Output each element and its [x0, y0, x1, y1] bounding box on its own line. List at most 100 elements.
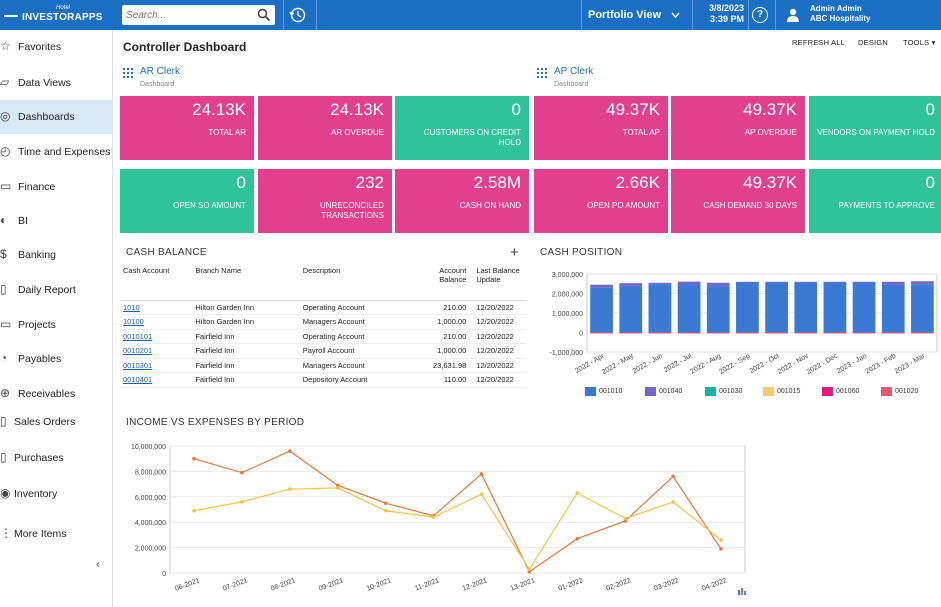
- legend-item[interactable]: 001060: [822, 387, 859, 396]
- bar-001010[interactable]: [619, 286, 643, 333]
- bar-001010[interactable]: [823, 282, 847, 333]
- design-button[interactable]: DESIGN: [858, 38, 888, 47]
- data-point[interactable]: [288, 449, 292, 453]
- data-point[interactable]: [240, 470, 244, 475]
- help-icon[interactable]: ?: [752, 7, 768, 23]
- cash-account-link[interactable]: 0010301: [121, 358, 194, 373]
- legend-item[interactable]: 001010: [585, 387, 622, 396]
- data-point[interactable]: [671, 474, 675, 479]
- data-point[interactable]: [192, 508, 196, 513]
- column-header[interactable]: Account Balance: [414, 264, 475, 301]
- bar-001020[interactable]: [765, 332, 788, 334]
- table-row[interactable]: 10100 Hilton Garden Inn Managers Account 1,…: [121, 314, 526, 330]
- bar-001040[interactable]: [794, 281, 818, 283]
- sidebar-item-finance[interactable]: ▭ Finance: [0, 170, 112, 204]
- sidebar-item-dashboards[interactable]: ◎ Dashboards: [0, 100, 112, 134]
- sidebar-item-payables[interactable]: ◔ Payables: [0, 342, 112, 376]
- export-chart-icon[interactable]: [738, 586, 747, 595]
- column-header[interactable]: Last Balance Update: [474, 264, 526, 301]
- sidebar-item-favorites[interactable]: ☆ Favorites: [0, 30, 112, 64]
- bar-001020[interactable]: [677, 332, 701, 334]
- bar-001040[interactable]: [765, 281, 788, 283]
- kpi-tile-unreconciled-transactions[interactable]: 232 UNRECONCILED TRANSACTIONS: [258, 169, 392, 233]
- column-header[interactable]: Cash Account: [121, 264, 194, 301]
- bar-001010[interactable]: [911, 284, 934, 333]
- collapse-sidebar-icon[interactable]: ‹: [96, 557, 100, 571]
- data-point[interactable]: [575, 491, 580, 495]
- bar-001010[interactable]: [590, 287, 613, 333]
- data-point[interactable]: [192, 456, 196, 461]
- data-point[interactable]: [623, 516, 627, 521]
- data-point[interactable]: [335, 486, 340, 490]
- data-point[interactable]: [671, 500, 675, 504]
- search-icon[interactable]: [257, 8, 271, 22]
- column-header[interactable]: Branch Name: [193, 264, 301, 301]
- bar-001010[interactable]: [765, 282, 788, 333]
- search-input[interactable]: [122, 6, 252, 24]
- ap-clerk-header[interactable]: AP Clerk Dashboard: [537, 66, 737, 90]
- sidebar-item-time-and-expenses[interactable]: ◴ Time and Expenses: [0, 135, 112, 169]
- series-line-0[interactable]: [193, 450, 722, 573]
- data-point[interactable]: [383, 508, 388, 513]
- bar-001010[interactable]: [648, 284, 672, 333]
- data-point[interactable]: [623, 519, 627, 523]
- bar-001040[interactable]: [736, 281, 759, 283]
- kpi-tile-customers-on-credit-hold[interactable]: 0 CUSTOMERS ON CREDIT HOLD: [395, 96, 529, 160]
- cash-account-link[interactable]: 0010101: [121, 329, 194, 344]
- bar-001020[interactable]: [881, 332, 905, 334]
- bar-001010[interactable]: [706, 286, 730, 333]
- bar-001040[interactable]: [677, 281, 701, 285]
- table-row[interactable]: 1010 Hilton Garden Inn Operating Account 21…: [121, 300, 526, 315]
- cash-account-link[interactable]: 1010: [121, 300, 194, 315]
- bar-001020[interactable]: [590, 332, 613, 334]
- sidebar-item-data-views[interactable]: ▱ Data Views: [0, 66, 112, 100]
- sidebar-item-banking[interactable]: $ Banking: [0, 238, 112, 272]
- refresh-all-button[interactable]: REFRESH ALL: [792, 38, 846, 47]
- kpi-tile-total-ar[interactable]: 24.13K TOTAL AR: [120, 96, 254, 160]
- data-point[interactable]: [479, 472, 484, 476]
- bar-001040[interactable]: [706, 282, 730, 287]
- bar-001020[interactable]: [706, 332, 730, 334]
- legend-item[interactable]: 001020: [881, 387, 918, 396]
- user-menu[interactable]: Admin Admin ABC Hospitality: [786, 4, 936, 26]
- portfolio-view-dropdown[interactable]: Portfolio View: [588, 0, 688, 30]
- bar-001040[interactable]: [648, 282, 672, 285]
- data-point[interactable]: [431, 515, 436, 519]
- kpi-tile-ar-overdue[interactable]: 24.13K AR OVERDUE: [258, 96, 392, 160]
- cash-account-link[interactable]: 10100: [121, 314, 194, 330]
- bar-001040[interactable]: [881, 281, 905, 285]
- data-point[interactable]: [383, 501, 388, 505]
- bar-001010[interactable]: [852, 282, 876, 333]
- sidebar-item-daily-report[interactable]: ▯ Daily Report: [0, 273, 112, 307]
- data-point[interactable]: [479, 492, 484, 497]
- column-header[interactable]: Description: [300, 264, 415, 301]
- bar-001020[interactable]: [794, 332, 818, 334]
- sidebar-item-bi[interactable]: ◐ BI: [0, 204, 112, 238]
- legend-item[interactable]: 001030: [705, 387, 742, 396]
- kpi-tile-cash-on-hand[interactable]: 2.58M CASH ON HAND: [395, 169, 529, 233]
- bar-001020[interactable]: [736, 332, 759, 334]
- bar-001010[interactable]: [881, 284, 905, 333]
- bar-001010[interactable]: [677, 284, 701, 333]
- table-row[interactable]: 0010201 Fairfield Inn Payroll Account 1,000…: [121, 343, 526, 359]
- kpi-tile-payments-to-approve[interactable]: 0 PAYMENTS TO APPROVE: [809, 169, 941, 233]
- series-line-1[interactable]: [193, 487, 722, 571]
- legend-item[interactable]: 001015: [763, 387, 800, 396]
- bar-001040[interactable]: [590, 284, 613, 288]
- sidebar-item-inventory[interactable]: ◉ Inventory: [0, 477, 112, 511]
- ar-clerk-header[interactable]: AR Clerk Dashboard: [123, 66, 323, 90]
- data-point[interactable]: [335, 483, 340, 488]
- kpi-tile-vendors-on-payment-hold[interactable]: 0 VENDORS ON PAYMENT HOLD: [809, 96, 941, 160]
- kpi-tile-open-so-amount[interactable]: 0 OPEN SO AMOUNT: [120, 169, 254, 233]
- table-row[interactable]: 0010101 Fairfield Inn Operating Account 210…: [121, 329, 526, 344]
- data-point[interactable]: [288, 487, 292, 491]
- sidebar-item-receivables[interactable]: ⊕ Receivables: [0, 377, 112, 411]
- ap-clerk-title[interactable]: AP Clerk: [554, 66, 594, 77]
- kpi-tile-total-ap[interactable]: 49.37K TOTAL AP: [534, 96, 668, 160]
- bar-001040[interactable]: [823, 281, 847, 283]
- bar-001010[interactable]: [794, 282, 818, 333]
- cash-account-link[interactable]: 0010201: [121, 343, 194, 359]
- bar-001040[interactable]: [619, 283, 643, 287]
- kpi-tile-cash-demand-30-days[interactable]: 49.37K CASH DEMAND 30 DAYS: [671, 169, 805, 233]
- data-point[interactable]: [240, 500, 244, 504]
